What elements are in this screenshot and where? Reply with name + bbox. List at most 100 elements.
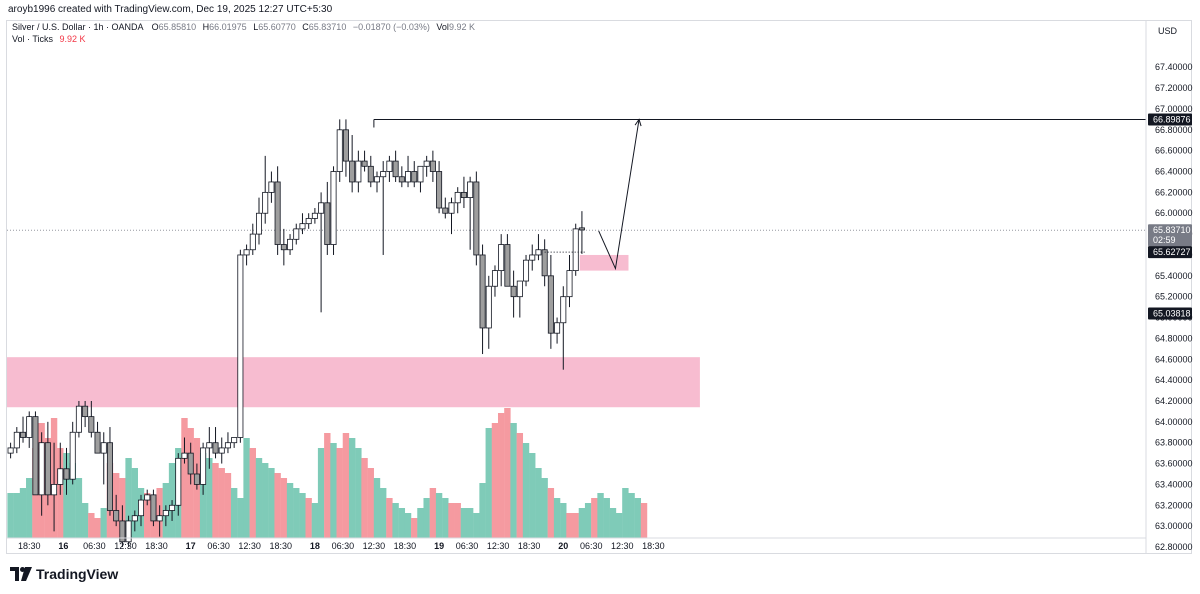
candle-body xyxy=(200,447,207,485)
ohlc-high: H66.01975 xyxy=(202,22,247,32)
candle-body xyxy=(305,218,312,225)
volume-bar xyxy=(373,478,381,538)
candle-body xyxy=(125,520,132,543)
candle-body xyxy=(566,270,573,298)
symbol-legend: Silver / U.S. Dollar · 1h · OANDA O65.85… xyxy=(12,22,475,32)
volume-bar xyxy=(81,503,89,538)
y-tick-label: 65.40000 xyxy=(1155,271,1193,281)
ohlc-change: −0.01870 (−0.03%) xyxy=(352,22,430,32)
volume-bar xyxy=(591,498,598,538)
volume-bar xyxy=(584,503,592,538)
volume-bar xyxy=(404,513,412,538)
volume-bar xyxy=(299,493,306,538)
volume-bar xyxy=(144,493,151,538)
candle-body xyxy=(541,249,548,277)
projection-path xyxy=(598,119,640,271)
candle-body xyxy=(38,442,45,496)
x-tick-label: 12:30 xyxy=(611,541,634,551)
volume-bar xyxy=(69,463,76,538)
candle-body xyxy=(417,165,424,183)
candle-body xyxy=(293,228,300,240)
volume-bar xyxy=(628,493,635,538)
price-marker-0 xyxy=(1148,113,1192,126)
volume-bar xyxy=(423,498,430,538)
volume-bar xyxy=(125,458,132,538)
volume-bar xyxy=(448,503,455,538)
candle-body xyxy=(150,494,157,522)
y-tick-label: 64.60000 xyxy=(1155,354,1193,364)
x-tick-label: 06:30 xyxy=(207,541,230,551)
volume-bar xyxy=(485,428,492,538)
volume-bar xyxy=(398,508,406,538)
price-marker-label: 65.03818 xyxy=(1153,309,1191,319)
volume-bar xyxy=(230,488,238,538)
candle-body xyxy=(69,431,76,480)
candle-body xyxy=(181,452,188,459)
candle-body xyxy=(380,171,387,178)
volume-bar xyxy=(94,518,101,538)
candle-body xyxy=(187,452,194,475)
volume-bar xyxy=(473,513,480,538)
candle-body xyxy=(311,212,318,219)
volume-bar xyxy=(286,483,294,538)
candle-body xyxy=(349,160,356,183)
x-tick-label: 19 xyxy=(434,541,444,551)
volume-bar xyxy=(429,488,437,538)
candle-body xyxy=(560,296,567,324)
volume-bar xyxy=(547,488,555,538)
y-tick-label: 67.40000 xyxy=(1155,62,1193,72)
candle-body xyxy=(280,244,287,251)
volume-bar xyxy=(634,498,642,538)
volume-bar xyxy=(224,473,232,538)
candle-body xyxy=(460,191,467,198)
volume-bar xyxy=(553,498,561,538)
candle-body xyxy=(13,431,20,449)
volume-bar xyxy=(305,498,312,538)
ohlc-low: L65.60770 xyxy=(253,22,296,32)
volume-bar xyxy=(535,468,542,538)
volume-bar xyxy=(131,468,138,538)
candle-body xyxy=(324,202,331,245)
volume-bar xyxy=(566,513,573,538)
x-tick-label: 06:30 xyxy=(332,541,355,551)
volume-bar xyxy=(249,448,256,538)
candle-body xyxy=(578,227,585,231)
volume-bar xyxy=(560,503,567,538)
candle-body xyxy=(355,160,362,183)
volume-bar xyxy=(206,458,213,538)
volume-bar xyxy=(63,453,70,538)
candle-body xyxy=(436,171,443,209)
candle-body xyxy=(448,202,455,214)
candle-body xyxy=(32,416,39,496)
volume-bar xyxy=(460,508,468,538)
candle-body xyxy=(193,473,200,485)
candle-body xyxy=(405,171,412,183)
candle-body xyxy=(498,244,505,272)
volume-bar xyxy=(392,503,399,538)
candle-body xyxy=(516,280,523,298)
candle-body xyxy=(119,520,126,543)
candle-body xyxy=(63,468,70,480)
y-tick-label: 66.00000 xyxy=(1155,208,1193,218)
currency-label: USD xyxy=(1158,26,1178,36)
candle-body xyxy=(330,171,337,245)
volume-bar xyxy=(274,473,281,538)
volume-bar xyxy=(510,423,517,538)
candle-body xyxy=(262,191,269,214)
volume-bar xyxy=(19,488,27,538)
volume-bar xyxy=(597,493,604,538)
candle-body xyxy=(535,249,542,256)
candle-body xyxy=(529,254,536,261)
price-marker-countdown: 02:59 xyxy=(1153,235,1176,245)
price-marker-label: 65.62727 xyxy=(1153,247,1191,257)
candle-body xyxy=(138,499,145,517)
candle-body xyxy=(287,238,294,251)
y-tick-label: 63.20000 xyxy=(1155,500,1193,510)
volume-bar xyxy=(342,433,350,538)
ohlc-close: C65.83710 xyxy=(302,22,347,32)
volume-bar xyxy=(609,508,617,538)
x-tick-label: 18:30 xyxy=(518,541,541,551)
candle-body xyxy=(491,270,498,287)
volume-bar xyxy=(622,488,629,538)
